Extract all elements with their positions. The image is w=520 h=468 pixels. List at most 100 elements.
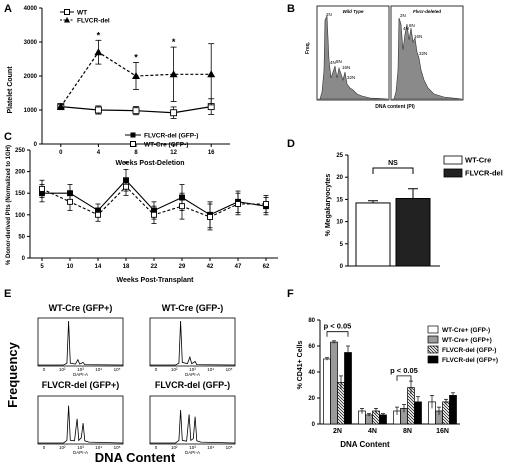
- panel-e-histograms: WT-Cre (GFP+) 0 10² 10³ 10⁴ 10⁵ DAPI-A WT-Cre (…: [37, 303, 236, 455]
- panel-c-sig-star: *: [124, 159, 128, 169]
- panel-f-xtick-label: 8N: [403, 428, 412, 435]
- panel-c-label: C: [4, 131, 12, 143]
- panel-b-wt-peak-8n: 8N: [336, 59, 342, 64]
- panel-f-ytick-label: 20: [308, 396, 315, 402]
- panel-e-hist-xtick-label: 0: [43, 445, 46, 450]
- legend-swatch-wt-cre: [443, 155, 463, 165]
- panel-e-ylabel: Frequency: [5, 341, 20, 408]
- panel-e-hist-frame-3: [149, 395, 236, 445]
- panel-f-bar: [365, 414, 373, 425]
- panel-c-xtick-label: 22: [151, 264, 158, 270]
- panel-e-hist-axis-label: DAPI-A: [73, 450, 88, 455]
- panel-b-wt-peak-16n: 16N: [342, 65, 350, 70]
- panel-e-hist-curve-2: [38, 405, 124, 444]
- panel-f-xtick-label: 4N: [368, 428, 377, 435]
- panel-c: C % Donor-derived Plts (Normalized to 1G…: [4, 131, 278, 284]
- panel-c-ytick-label: 0: [22, 256, 26, 262]
- panel-a-ytick-label: 3000: [24, 40, 38, 46]
- panel-b-del-curve: [392, 17, 463, 100]
- panel-e-hist-xtick-label: 10³: [189, 367, 196, 372]
- panel-f-bar: [323, 358, 331, 425]
- panel-f-plot: p < 0.05 p < 0.05: [323, 322, 457, 425]
- panel-c-ytick-label: 200: [15, 170, 26, 176]
- panel-e-label: E: [4, 288, 11, 300]
- panel-f-bar: [379, 414, 387, 425]
- panel-a-ylabel: Platelet Count: [7, 66, 14, 114]
- panel-c-xtick-label: 5: [40, 264, 44, 270]
- panel-d-plot: NS: [355, 160, 431, 267]
- panel-a-xlabel: Weeks Post-Deletion: [115, 160, 184, 167]
- panel-e-hist-xtick-label: 10⁵: [114, 445, 121, 450]
- panel-d: D % Megakaryocytes 0 5 10 15 20 25 NS WT-Cre …: [287, 138, 503, 270]
- legend-marker-wt: [64, 9, 70, 15]
- panel-f-legend-swatch-1: [427, 335, 439, 344]
- panel-c-point-wt: [95, 211, 101, 218]
- panel-b-ylabel: Freq.: [305, 41, 311, 54]
- panel-a-xtick-label: 4: [97, 150, 101, 156]
- panel-f-legend-swatch-0: [427, 325, 439, 334]
- panel-a-legend: WT FLVCR-del: [60, 9, 110, 25]
- panel-b-label: B: [287, 3, 295, 15]
- panel-e-hist-xtick-label: 10⁴: [207, 445, 214, 450]
- panel-c-ytick-label: 100: [15, 213, 26, 219]
- panel-c-xtick-label: 42: [207, 264, 214, 270]
- panel-e-hist-xtick-label: 10³: [77, 367, 84, 372]
- panel-f-label: F: [287, 288, 294, 300]
- panel-e-hist-axis-label: DAPI-A: [73, 372, 88, 377]
- panel-d-ytick-label: 10: [336, 220, 343, 226]
- panel-e-hist-curve-0: [38, 320, 124, 366]
- legend-swatch-flvcr-del: [443, 168, 463, 178]
- panel-d-ytick-label: 25: [336, 153, 343, 159]
- panel-b-del-title: Flvcr-deleted: [413, 9, 441, 14]
- panel-a-plot: * * *: [56, 30, 216, 119]
- panel-f-bar: [330, 341, 338, 425]
- panel-e-hist-curve-3: [150, 409, 236, 444]
- legend-marker-c-wt: [130, 141, 136, 147]
- legend-marker-flvcr: [64, 17, 70, 23]
- panel-e-hist-axis-label: DAPI-A: [185, 450, 200, 455]
- panel-e-hist-frame-0: [37, 317, 124, 367]
- panel-e-hist-xtick-label: 10²: [171, 367, 178, 372]
- panel-b-del-peak-4n: 4N: [403, 26, 409, 31]
- panel-b-del-peak-2n: 2N: [400, 13, 406, 18]
- panel-e-hist-xtick-label: 10⁴: [207, 367, 214, 372]
- legend-label-wt: WT: [77, 10, 87, 17]
- panel-e-hist-xtick-label: 10³: [189, 445, 196, 450]
- panel-a-axes: 0 1000 2000 3000 4000 0 4 8 12 16: [24, 6, 230, 156]
- panel-f-sig-bracket-0: [326, 331, 349, 337]
- panel-c-ytick-label: 250: [15, 148, 26, 154]
- panel-f-ytick-label: 40: [308, 370, 315, 376]
- panel-e-hist-axis-label: DAPI-A: [185, 372, 200, 377]
- panel-c-point-wt: [67, 198, 73, 205]
- panel-c-point-wt: [123, 183, 129, 190]
- panel-f-sig-label-1: p < 0.05: [390, 366, 418, 375]
- panel-e-hist-xtick-label: 10²: [171, 445, 178, 450]
- panel-b-wt-title: Wild Type: [342, 9, 364, 14]
- panel-b-wt-peak-4n: 4N: [330, 60, 336, 65]
- legend-label-wt-cre: WT-Cre: [465, 156, 491, 165]
- panel-b-wt-peak-32n: 32N: [347, 75, 355, 80]
- panel-e: E Frequency DNA Content WT-Cre (GFP+) 0 10…: [4, 288, 236, 465]
- panel-e-hist-xtick-label: 0: [43, 367, 46, 372]
- panel-d-ylabel: % Megakaryocytes: [325, 174, 332, 237]
- panel-c-point-wt: [39, 185, 45, 192]
- panel-d-bar-0: [355, 202, 391, 267]
- panel-f-legend-label-2: FLVCR-del (GFP-): [442, 347, 496, 354]
- panel-b-wt-histogram: Wild Type 2N 4N 8N 16N 32N: [316, 5, 390, 101]
- panel-c-ytick-label: 50: [18, 234, 25, 240]
- panel-c-point-wt: [207, 214, 213, 220]
- panel-d-sig-bracket: [372, 167, 414, 174]
- panel-a-xtick-label: 12: [170, 150, 177, 156]
- panel-f-ytick-label: 60: [308, 344, 315, 350]
- panel-e-hist-frame-1: [149, 317, 236, 367]
- panel-e-hist-xtick-label: 10²: [59, 367, 66, 372]
- panel-f-legend-label-3: FLVCR-del (GFP+): [442, 357, 498, 364]
- panel-f-ylabel: % CD41+ Cells: [297, 340, 304, 389]
- panel-c-point-wt: [235, 201, 241, 207]
- panel-c-xtick-label: 10: [67, 264, 74, 270]
- panel-d-ytick-label: 20: [336, 175, 343, 181]
- panel-d-sig-label: NS: [388, 160, 398, 167]
- panel-e-hist-xtick-label: 0: [155, 367, 158, 372]
- panel-e-hist-title-2: FLVCR-del (GFP+): [42, 380, 120, 390]
- panel-e-hist-title-1: WT-Cre (GFP-): [162, 303, 224, 313]
